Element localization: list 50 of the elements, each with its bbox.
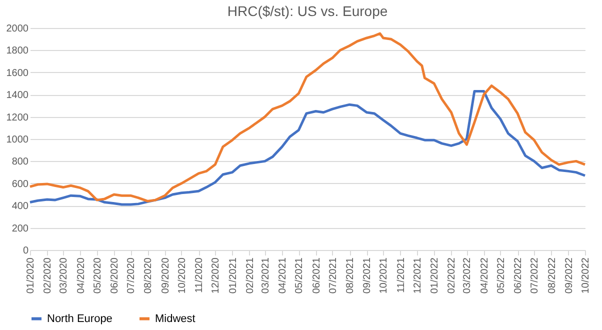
x-tick-label: 09/2022 <box>564 257 575 294</box>
x-tick-label: 05/2021 <box>294 257 306 294</box>
x-tick-label: 07/2020 <box>126 257 138 294</box>
x-tick-label: 02/2021 <box>244 257 256 294</box>
x-tick-label: 11/2020 <box>194 257 206 293</box>
x-tick-label: 02/2022 <box>446 257 458 294</box>
x-tick-label: 05/2020 <box>92 257 104 294</box>
x-tick-label: 04/2020 <box>76 257 87 294</box>
x-tick-label: 03/2020 <box>58 257 70 294</box>
line-series <box>28 32 586 202</box>
x-tick-label: 01/2021 <box>228 257 239 294</box>
x-tick-label: 03/2021 <box>260 257 272 294</box>
legend-label: North Europe <box>47 312 112 325</box>
x-tick-label: 06/2022 <box>513 257 524 294</box>
y-tick-label: 0 <box>22 246 29 256</box>
x-tick-label: 06/2021 <box>311 257 322 294</box>
y-tick-label: 1200 <box>6 112 29 124</box>
x-tick-label: 08/2022 <box>546 257 558 294</box>
x-tick-label: 05/2022 <box>496 257 507 294</box>
x-tick-label: 02/2020 <box>42 257 54 294</box>
y-tick-label: 1600 <box>6 68 29 79</box>
x-tick-label: 10/2020 <box>176 257 188 294</box>
x-tick-label: 03/2022 <box>462 257 474 294</box>
y-tick-label: 1800 <box>6 46 29 57</box>
y-tick-label: 400 <box>12 201 29 212</box>
x-tick-label: 09/2021 <box>362 257 374 294</box>
x-tick-label: 06/2020 <box>110 257 121 294</box>
y-tick-label: 200 <box>12 223 29 234</box>
x-tick-label: 08/2020 <box>143 257 154 294</box>
y-tick-label: 600 <box>12 178 29 190</box>
x-tick-label: 11/2021 <box>396 257 407 293</box>
chart-title: HRC($/st): US vs. Europe <box>227 3 388 19</box>
y-tick-label: 1400 <box>6 90 29 102</box>
x-tick-label: 10/2021 <box>378 257 390 294</box>
x-tick-label: 01/2022 <box>430 257 441 294</box>
x-tick-label: 10/2022 <box>580 257 592 294</box>
line-series <box>28 90 586 206</box>
y-tick-label: 800 <box>12 156 29 168</box>
x-tick-label: 04/2022 <box>479 257 490 294</box>
x-tick-label: 07/2021 <box>328 257 339 294</box>
x-tick-label: 09/2020 <box>160 257 172 294</box>
legend-label: Midwest <box>155 312 196 325</box>
y-tick-label: 1000 <box>6 134 29 146</box>
x-tick-label: 01/2020 <box>26 257 36 294</box>
x-tick-label: 08/2021 <box>345 257 356 294</box>
x-tick-label: 04/2021 <box>278 257 289 294</box>
x-tick-label: 07/2022 <box>530 257 541 294</box>
x-tick-label: 12/2020 <box>210 257 222 294</box>
x-tick-label: 12/2021 <box>412 257 424 294</box>
y-tick-label: 2000 <box>6 24 29 34</box>
